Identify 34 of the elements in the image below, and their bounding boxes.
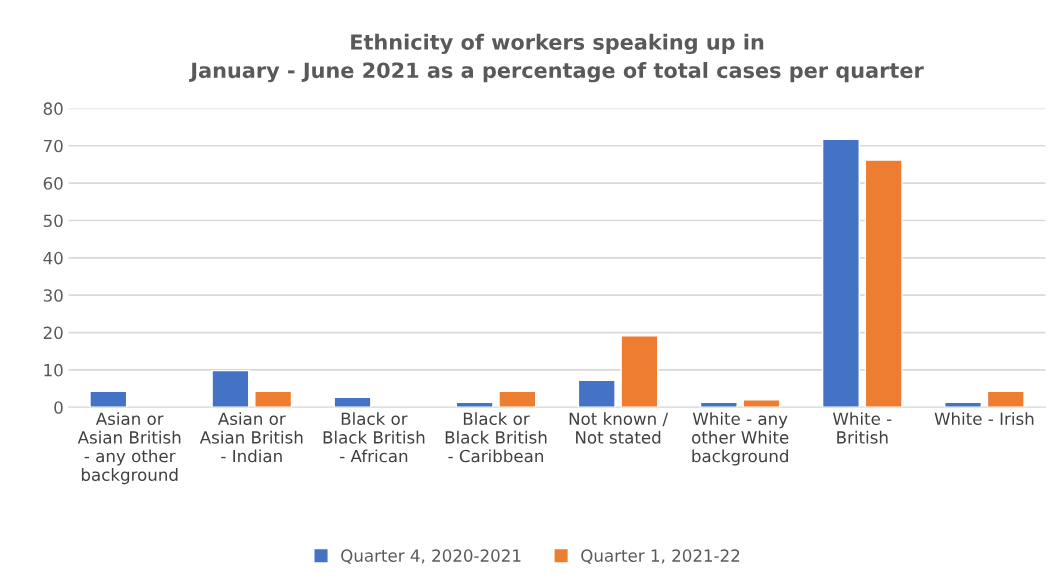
bar [498,390,537,408]
y-tick-label: 60 [43,177,63,190]
x-tick-label: Black or Black British - African [323,412,425,463]
bar [742,399,781,408]
y-tick-label: 70 [43,139,63,153]
bar [620,335,659,408]
bar [254,390,293,408]
bar [89,390,128,408]
bar [333,396,372,408]
bar [821,138,860,408]
y-tick-label: 0 [54,401,63,414]
bar [455,401,494,408]
y-tick-label: 50 [43,214,63,228]
bar [699,401,738,408]
y-tick-label: 30 [43,289,63,302]
x-tick-label: White - any other White background [692,412,789,466]
legend-label: Quarter 1, 2021-22 [581,549,740,564]
legend-label: Quarter 4, 2020-2021 [341,549,521,564]
bar [944,401,983,408]
y-tick-label: 80 [43,102,63,115]
bar [986,390,1025,408]
x-tick-label: White - Irish [934,412,1034,426]
bar [864,159,903,408]
x-tick-label: White - British [832,412,892,444]
x-tick-label: Asian or Asian British - Indian [199,412,303,463]
x-tick-label: Asian or Asian British - any other background [77,412,181,485]
bar [577,379,616,408]
bar [211,369,250,408]
x-tick-label: Black or Black British - Caribbean [445,412,547,463]
y-tick-label: 40 [43,251,63,265]
x-tick-label: Not known / Not stated [569,412,669,444]
chart-title: Ethnicity of workers speaking up in January - June 2021 as a percentage of total cases per quarter [189,33,924,83]
y-tick-label: 10 [44,363,63,377]
y-tick-label: 20 [43,326,63,340]
